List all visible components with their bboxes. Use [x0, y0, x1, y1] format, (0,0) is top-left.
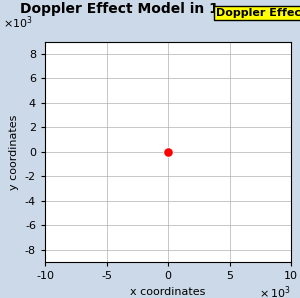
X-axis label: x coordinates: x coordinates — [130, 287, 206, 297]
Y-axis label: y coordinates: y coordinates — [9, 114, 19, 190]
Text: $\times\,10^3$: $\times\,10^3$ — [260, 284, 291, 298]
Text: Doppler Effect: Doppler Effect — [216, 8, 300, 18]
Text: $\times 10^3$: $\times 10^3$ — [3, 15, 33, 31]
Text: Doppler Effect Model in 1: Doppler Effect Model in 1 — [20, 2, 218, 16]
